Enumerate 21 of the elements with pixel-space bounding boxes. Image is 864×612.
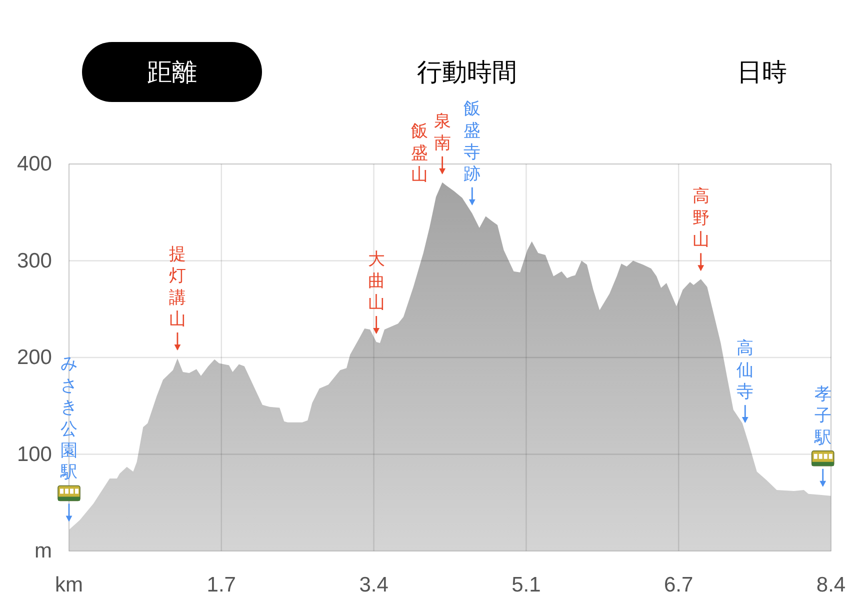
x-tick-label: km: [55, 574, 83, 596]
x-tick-label: 8.4: [816, 574, 846, 596]
annotation: 大曲山: [368, 250, 385, 314]
annotation: 孝子駅: [813, 384, 832, 448]
text: 日時: [737, 58, 787, 86]
y-tick-label: 300: [16, 249, 52, 272]
text: 行動時間: [417, 58, 517, 86]
y-tick-label: m: [34, 540, 52, 562]
annotation: みさき公園駅: [60, 354, 78, 483]
annotation: 飯盛寺跡: [464, 99, 481, 184]
y-tick-label: 200: [16, 346, 52, 369]
x-tick-label: 6.7: [664, 574, 694, 596]
x-tick-label: 3.4: [359, 574, 389, 596]
x-tick-label: 1.7: [206, 574, 236, 596]
y-tick-label: 400: [16, 152, 52, 176]
annotation: 高仙寺: [736, 338, 754, 402]
y-tick-label: 100: [16, 442, 52, 466]
annotation: 提灯講山: [168, 244, 186, 330]
x-tick-label: 5.1: [512, 574, 541, 596]
annotation: 高野山: [692, 186, 710, 250]
text: 距離: [147, 58, 197, 86]
